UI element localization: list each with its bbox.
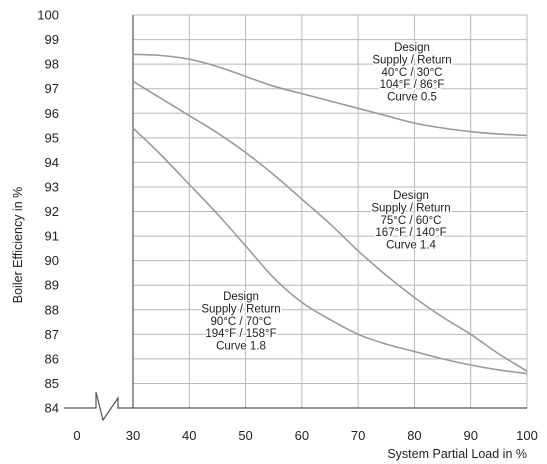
y-tick-labels: 84 85 86 87 88 89 90 91 92 93 94 95 96 97 98 99 100 (37, 8, 59, 416)
y-tick-label-91: 91 (45, 229, 59, 244)
y-tick-label-86: 86 (45, 351, 59, 366)
x-tick-label-70: 70 (351, 428, 365, 443)
y-tick-label-90: 90 (45, 253, 59, 268)
axes (64, 15, 527, 422)
annotation-line-curve18-4: Curve 1.8 (216, 341, 266, 353)
x-tick-labels: 0 30 40 50 60 70 80 90 100 (73, 428, 537, 443)
annotation-line-curve05-1: Supply / Return (372, 54, 451, 66)
x-tick-label-30: 30 (126, 428, 140, 443)
y-tick-label-98: 98 (45, 57, 59, 72)
annotation-line-curve05-0: Design (394, 42, 430, 54)
y-tick-label-84: 84 (45, 401, 59, 416)
y-tick-label-100: 100 (37, 8, 59, 23)
series-lines (132, 53, 528, 375)
series-line-curve05 (132, 53, 528, 137)
annotation-line-curve14-4: Curve 1.4 (386, 240, 436, 252)
annotation-line-curve05-4: Curve 0.5 (387, 92, 437, 104)
y-tick-label-99: 99 (45, 32, 59, 47)
annotation-line-curve18-1: Supply / Return (201, 303, 280, 315)
x-tick-label-50: 50 (238, 428, 252, 443)
annotation-line-curve18-0: Design (223, 291, 259, 303)
y-tick-label-93: 93 (45, 179, 59, 194)
y-tick-label-88: 88 (45, 302, 59, 317)
annotation-line-curve14-2: 75°C / 60°C (381, 215, 442, 227)
x-tick-label-80: 80 (407, 428, 421, 443)
y-tick-label-92: 92 (45, 204, 59, 219)
x-tick-label-40: 40 (182, 428, 196, 443)
x-tick-label-100: 100 (516, 428, 538, 443)
series-line-curve18 (132, 127, 528, 375)
x-tick-label-60: 60 (295, 428, 309, 443)
y-tick-label-87: 87 (45, 327, 59, 342)
x-tick-label-0: 0 (73, 428, 80, 443)
y-axis-label: Boiler Efficiency in % (11, 187, 25, 304)
x-axis-label: System Partial Load in % (387, 447, 527, 461)
y-tick-label-97: 97 (45, 81, 59, 96)
annotation-line-curve14-3: 167°F / 140°F (375, 227, 446, 239)
x-axis-break (64, 391, 133, 422)
annotation-line-curve18-3: 194°F / 158°F (205, 328, 276, 340)
annotation-line-curve05-3: 104°F / 86°F (380, 79, 445, 91)
x-tick-label-90: 90 (463, 428, 477, 443)
y-tick-label-95: 95 (45, 130, 59, 145)
y-tick-label-94: 94 (45, 155, 59, 170)
annotation-line-curve14-1: Supply / Return (371, 202, 450, 214)
y-tick-label-89: 89 (45, 278, 59, 293)
grid-lines (133, 14, 528, 408)
y-tick-label-96: 96 (45, 106, 59, 121)
annotation-line-curve18-2: 90°C / 70°C (211, 316, 272, 328)
series-line-curve14 (132, 80, 528, 372)
y-tick-label-85: 85 (45, 376, 59, 391)
annotation-line-curve05-2: 40°C / 30°C (382, 67, 443, 79)
annotation-line-curve14-0: Design (393, 190, 429, 202)
